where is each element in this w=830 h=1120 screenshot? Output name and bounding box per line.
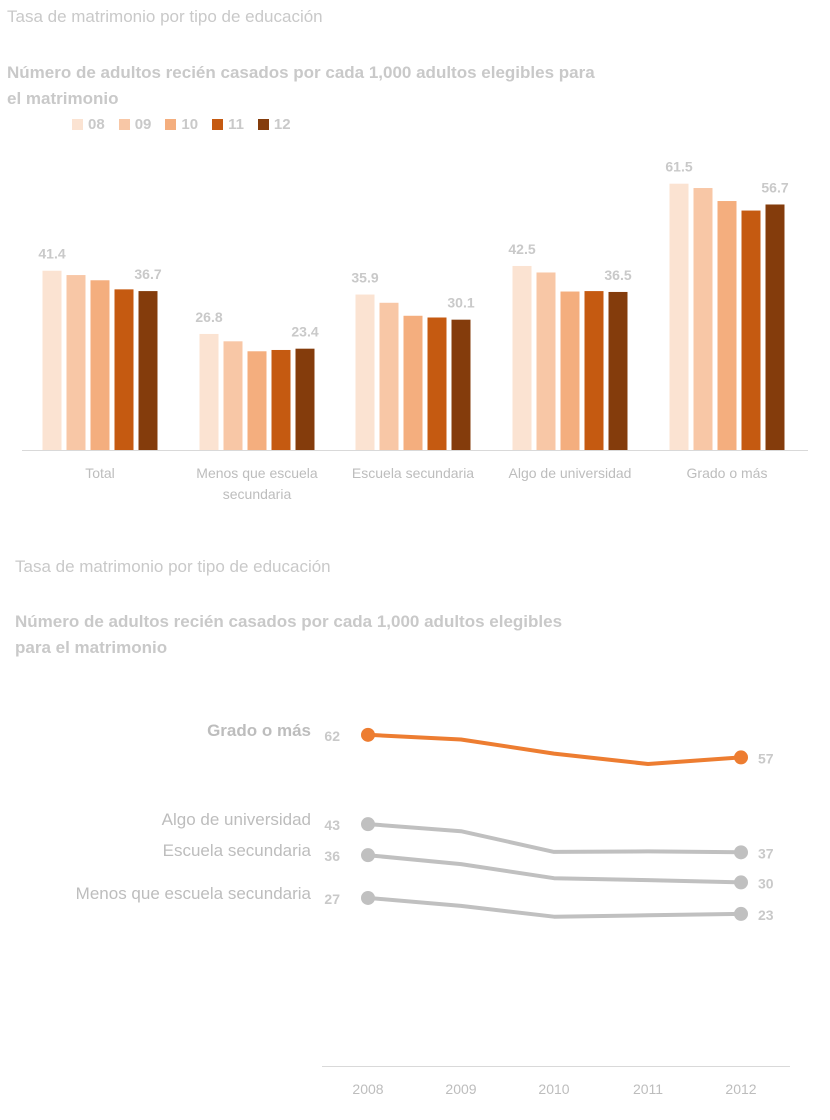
bar-09-4 — [693, 188, 713, 450]
bar-08-3 — [512, 265, 532, 450]
x-tick-label: Menos que escuela — [196, 465, 318, 481]
bar-08-2 — [355, 294, 375, 450]
legend-swatch — [257, 119, 269, 130]
series-end-label: 23 — [758, 907, 774, 923]
data-label: 61.5 — [665, 159, 692, 175]
x-tick-label: 2008 — [352, 1081, 383, 1097]
line-chart-subtitle-line1: Número de adultos recién casados por cad… — [15, 612, 563, 631]
legend-item-11: 11 — [212, 116, 244, 133]
bar-chart: Total Menos que escuela secundaria Escuela … — [22, 159, 808, 502]
series-start-label: 36 — [324, 848, 340, 864]
series-line-2 — [366, 853, 743, 885]
legend-label: 08 — [88, 116, 105, 133]
x-tick-label: 2010 — [538, 1081, 569, 1097]
bar-chart-subtitle-line1: Número de adultos recién casados por cad… — [7, 63, 595, 82]
bar-10-1 — [247, 351, 267, 450]
bar-10-0 — [90, 280, 110, 450]
series-start-label: 27 — [324, 891, 340, 907]
series-start-point — [361, 817, 375, 832]
data-label: 36.5 — [604, 267, 631, 283]
series-name-label: Grado o más — [207, 721, 311, 740]
series-line-1 — [366, 822, 743, 855]
series-start-label: 43 — [324, 817, 340, 833]
data-label: 36.7 — [134, 266, 161, 282]
x-tick-label: 2011 — [633, 1081, 663, 1097]
bar-10-2 — [403, 315, 423, 450]
series-start-label: 62 — [324, 728, 340, 744]
bar-09-1 — [223, 341, 243, 450]
series-end-point — [734, 906, 748, 921]
series-start-point — [361, 890, 375, 905]
series-end-point — [734, 750, 748, 765]
series-end-label: 37 — [758, 845, 774, 861]
line-chart-subtitle-line2: para el matrimonio — [15, 638, 168, 657]
bar-chart-legend: 08 09 10 11 12 — [72, 116, 291, 133]
series-end-point — [734, 875, 748, 890]
legend-swatch — [72, 119, 83, 130]
bar-chart-title: Tasa de matrimonio por tipo de educación — [7, 7, 323, 26]
legend-label: 10 — [181, 116, 199, 133]
series-start-point — [361, 848, 375, 863]
legend-item-09: 09 — [118, 116, 152, 133]
x-tick-label: 2012 — [725, 1081, 756, 1097]
legend-swatch — [118, 119, 130, 130]
x-tick-label: 2009 — [445, 1081, 476, 1097]
legend-label: 09 — [134, 116, 152, 133]
legend-swatch — [212, 119, 224, 130]
bar-12-2 — [451, 319, 471, 450]
series-end-point — [734, 845, 748, 860]
legend-item-12: 12 — [257, 116, 291, 133]
series-start-point — [361, 727, 375, 742]
bar-09-3 — [536, 272, 556, 450]
series-name-label: Escuela secundaria — [163, 841, 312, 860]
line-chart-subtitle: Número de adultos recién casados por cad… — [15, 609, 562, 661]
legend-label: 11 — [228, 116, 244, 133]
data-label: 56.7 — [761, 179, 788, 195]
series-end-label: 57 — [758, 750, 774, 766]
bar-08-1 — [199, 333, 219, 450]
data-label: 30.1 — [447, 295, 474, 311]
bar-12-0 — [138, 291, 158, 450]
bar-11-0 — [114, 289, 134, 450]
bar-chart-subtitle-line2: el matrimonio — [7, 89, 119, 108]
bar-09-2 — [379, 302, 399, 450]
bar-11-3 — [584, 291, 604, 450]
bar-11-2 — [427, 317, 447, 450]
bar-11-4 — [741, 210, 761, 450]
bar-09-0 — [66, 275, 86, 450]
data-label: 35.9 — [351, 270, 378, 286]
data-label: 42.5 — [508, 241, 535, 257]
legend-swatch — [165, 119, 177, 130]
x-tick-label-line2: secundaria — [223, 486, 292, 502]
bar-12-3 — [608, 291, 628, 450]
bar-11-1 — [271, 349, 291, 450]
bar-12-4 — [765, 204, 785, 450]
legend-item-10: 10 — [165, 116, 198, 133]
data-label: 41.4 — [38, 246, 65, 262]
bar-10-3 — [560, 291, 580, 450]
series-line-0 — [366, 732, 743, 766]
bar-10-4 — [717, 201, 737, 450]
bar-12-1 — [295, 348, 315, 450]
data-label: 26.8 — [195, 309, 222, 325]
series-name-label: Algo de universidad — [162, 810, 311, 829]
series-name-label: Menos que escuela secundaria — [76, 884, 312, 903]
x-tick-label: Algo de universidad — [509, 465, 632, 481]
line-chart-title: Tasa de matrimonio por tipo de educación — [15, 557, 331, 576]
x-tick-label: Total — [85, 465, 115, 481]
x-tick-label: Escuela secundaria — [352, 465, 474, 481]
bar-08-0 — [42, 270, 62, 450]
legend-item-08: 08 — [72, 116, 105, 133]
bar-08-4 — [669, 183, 689, 450]
x-tick-label: Grado o más — [687, 465, 768, 481]
series-end-label: 30 — [758, 875, 774, 891]
line-chart: 2008 2009 2010 2011 2012 43 37 Algo de universi… — [76, 721, 790, 1097]
series-line-3 — [366, 895, 743, 919]
legend-label: 12 — [273, 116, 291, 133]
data-label: 23.4 — [291, 324, 318, 340]
bar-chart-subtitle: Número de adultos recién casados por cad… — [7, 60, 595, 112]
